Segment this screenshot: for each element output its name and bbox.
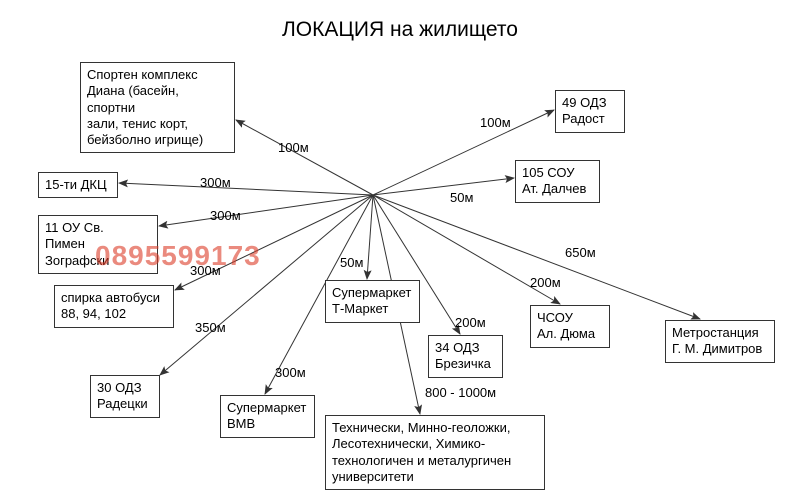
edge-dkc15 — [119, 183, 373, 195]
node-dkc15: 15-ти ДКЦ — [38, 172, 118, 198]
node-diana: Спортен комплекс Диана (басейн, спортни … — [80, 62, 235, 153]
node-metro: Метростанция Г. М. Димитров — [665, 320, 775, 363]
node-univ: Технически, Минно-геоложки, Лесотехничес… — [325, 415, 545, 490]
diagram-title: ЛОКАЦИЯ на жилището — [0, 18, 800, 42]
edge-label-bus: 300м — [190, 263, 221, 278]
node-bmb: Супермаркет ВМВ — [220, 395, 315, 438]
node-odz49: 49 ОДЗ Радост — [555, 90, 625, 133]
edge-sou105 — [373, 178, 514, 195]
node-tmarket: Супермаркет Т-Маркет — [325, 280, 420, 323]
edge-metro — [373, 195, 700, 319]
edge-label-diana: 100м — [278, 140, 309, 155]
edge-label-ou11: 300м — [210, 208, 241, 223]
edge-ou11 — [159, 195, 373, 226]
node-odz30: 30 ОДЗ Радецки — [90, 375, 160, 418]
edge-label-odz30: 350м — [195, 320, 226, 335]
edge-label-tmarket: 50м — [340, 255, 363, 270]
edge-label-chsou: 200м — [530, 275, 561, 290]
edge-label-bmb: 300м — [275, 365, 306, 380]
edge-label-dkc15: 300м — [200, 175, 231, 190]
edge-label-odz49: 100м — [480, 115, 511, 130]
edge-label-sou105: 50м — [450, 190, 473, 205]
edge-label-odz34: 200м — [455, 315, 486, 330]
node-odz34: 34 ОДЗ Брезичка — [428, 335, 503, 378]
edge-label-metro: 650м — [565, 245, 596, 260]
edge-tmarket — [367, 195, 373, 279]
edge-label-univ: 800 - 1000м — [425, 385, 496, 400]
edge-diana — [236, 120, 373, 195]
diagram-canvas: ЛОКАЦИЯ на жилището Спортен комплекс Диа… — [0, 0, 800, 503]
node-chsou: ЧСОУ Ал. Дюма — [530, 305, 610, 348]
node-bus: спирка автобуси 88, 94, 102 — [54, 285, 174, 328]
node-ou11: 11 ОУ Св. Пимен Зографски — [38, 215, 158, 274]
node-sou105: 105 СОУ Ат. Далчев — [515, 160, 600, 203]
